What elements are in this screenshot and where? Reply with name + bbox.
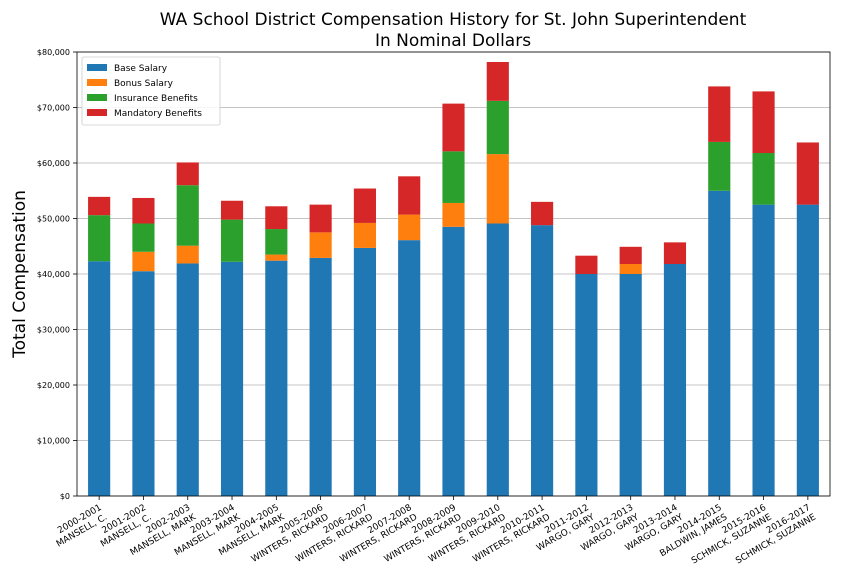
bar-mandatory-benefits [176, 162, 199, 186]
plot-frame [76, 51, 831, 497]
chart-subtitle: In Nominal Dollars [375, 31, 531, 51]
legend-label: Base Salary [114, 64, 168, 74]
bar-base-salary [220, 261, 244, 496]
bar-insurance-benefits [220, 219, 244, 262]
legend-label: Mandatory Benefits [114, 109, 202, 119]
chart-title: WA School District Compensation History … [160, 10, 747, 30]
bar-mandatory-benefits [132, 197, 155, 224]
legend-label: Insurance Benefits [114, 94, 198, 104]
legend-swatch [87, 64, 107, 71]
y-tick-label: $80,000 [37, 48, 70, 57]
bar-base-salary [442, 226, 465, 496]
bar-base-salary [752, 204, 775, 496]
bar-insurance-benefits [708, 141, 731, 191]
y-axis-label: Total Compensation [10, 190, 30, 359]
bar-base-salary [531, 225, 554, 496]
bar-mandatory-benefits [531, 201, 554, 226]
legend-swatch [87, 94, 107, 101]
bar-base-salary [575, 274, 598, 496]
bar-bonus-salary [132, 251, 155, 272]
bar-base-salary [309, 257, 332, 496]
bar-mandatory-benefits [752, 91, 775, 154]
bar-mandatory-benefits [309, 204, 332, 233]
bar-base-salary [88, 261, 111, 496]
y-tick-label: $20,000 [37, 381, 70, 390]
bar-mandatory-benefits [663, 242, 687, 265]
bar-base-salary [663, 264, 687, 496]
bar-base-salary [619, 274, 642, 496]
bar-bonus-salary [309, 232, 332, 258]
legend-swatch [87, 79, 107, 86]
bar-mandatory-benefits [619, 246, 642, 265]
bar-base-salary [265, 260, 288, 496]
bar-insurance-benefits [752, 153, 775, 205]
bar-mandatory-benefits [353, 188, 376, 223]
bar-insurance-benefits [442, 151, 465, 203]
legend-box [81, 56, 221, 126]
bar-base-salary [486, 223, 509, 496]
legend-label: Bonus Salary [114, 79, 174, 89]
bar-mandatory-benefits [398, 176, 421, 215]
bar-base-salary [176, 263, 199, 496]
bar-bonus-salary [353, 222, 376, 248]
bar-base-salary [796, 204, 819, 496]
bar-mandatory-benefits [88, 196, 111, 216]
y-tick-label: $10,000 [37, 437, 70, 446]
bar-mandatory-benefits [575, 255, 598, 274]
y-tick-label: $70,000 [37, 104, 70, 113]
bar-insurance-benefits [265, 229, 288, 255]
bar-bonus-salary [398, 214, 421, 241]
bar-bonus-salary [265, 254, 288, 261]
bar-bonus-salary [442, 202, 465, 227]
bar-mandatory-benefits [796, 142, 819, 205]
legend: Base Salary Bonus Salary Insurance Benefit… [81, 56, 221, 126]
y-tick-label: $50,000 [37, 215, 70, 224]
bar-bonus-salary [486, 154, 509, 224]
bar-insurance-benefits [486, 100, 509, 155]
bar-base-salary [398, 240, 421, 496]
bar-base-salary [353, 247, 376, 496]
bar-base-salary [708, 190, 731, 496]
bar-mandatory-benefits [486, 61, 509, 101]
y-tick-label: $60,000 [37, 159, 70, 168]
bar-mandatory-benefits [708, 86, 731, 142]
bar-mandatory-benefits [220, 200, 244, 220]
legend-swatch [87, 109, 107, 116]
bars [88, 61, 819, 496]
bar-bonus-salary [619, 264, 642, 274]
bar-insurance-benefits [176, 185, 199, 246]
bar-insurance-benefits [132, 223, 155, 252]
y-tick-label: $30,000 [37, 326, 70, 335]
bar-insurance-benefits [88, 215, 111, 262]
y-tick-label: $40,000 [37, 270, 70, 279]
bar-mandatory-benefits [442, 103, 465, 152]
bar-bonus-salary [176, 245, 199, 264]
bar-mandatory-benefits [265, 206, 288, 230]
y-tick-label: $0 [60, 492, 70, 501]
bar-base-salary [132, 271, 155, 496]
